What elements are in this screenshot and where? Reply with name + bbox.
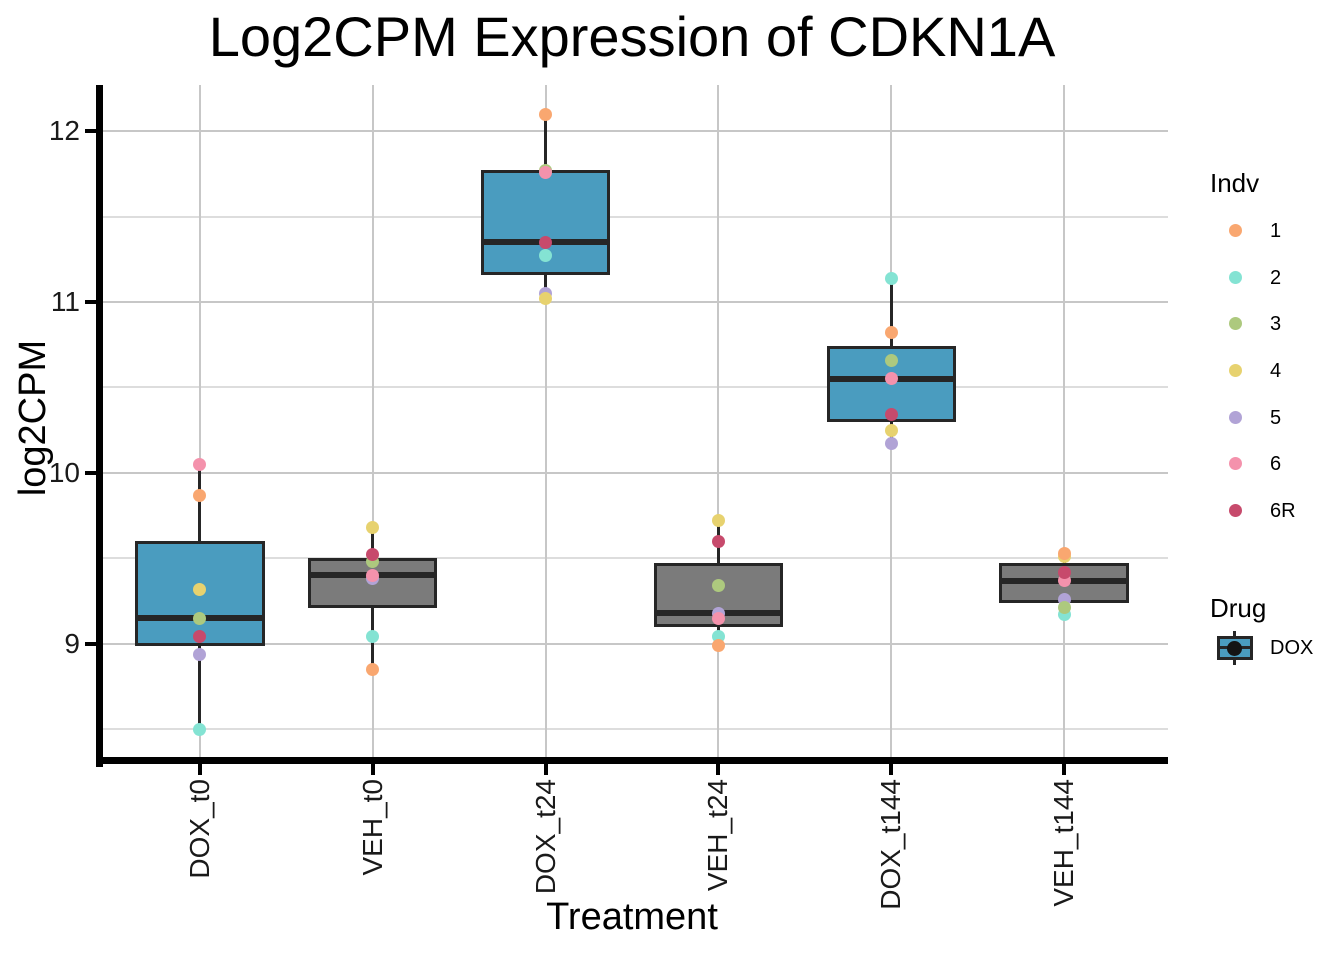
x-tick-mark (1062, 764, 1067, 775)
point-DOX_t144-indv-4 (884, 423, 898, 437)
legend-key-dot (1229, 364, 1242, 377)
gridline-minor (96, 215, 1168, 218)
point-VEH_t144-indv-3 (1057, 601, 1071, 615)
point-DOX_t0-indv-5 (193, 647, 207, 661)
point-VEH_t144-indv-1 (1057, 546, 1071, 560)
point-DOX_t24-indv-4 (539, 292, 553, 306)
legend-item-label: 6R (1270, 500, 1296, 523)
boxplot-key-icon (1216, 631, 1254, 665)
legend-item-label: 3 (1270, 313, 1282, 336)
legend-item-drug-DOX: DOX (1196, 631, 1344, 665)
point-DOX_t0-indv-1 (193, 488, 207, 502)
point-VEH_t24-indv-1 (711, 639, 725, 652)
point-DOX_t24-indv-6 (539, 165, 553, 179)
point-DOX_t24-indv-1 (539, 107, 553, 121)
point-VEH_t24-indv-3 (711, 579, 725, 593)
legend-item-indv-6: 6 (1196, 447, 1344, 481)
key-point-dot (1227, 641, 1242, 656)
legend-key-dot (1229, 317, 1242, 331)
point-VEH_t0-indv-4 (366, 521, 380, 535)
point-DOX_t0-indv-6 (193, 457, 207, 471)
y-tick-mark (85, 300, 96, 305)
legend-item-indv-5: 5 (1196, 401, 1344, 435)
x-tick-mark (889, 764, 894, 775)
point-DOX_t0-indv-4 (193, 582, 207, 596)
point-DOX_t144-indv-6R (884, 408, 898, 422)
point-DOX_t0-indv-6R (193, 630, 207, 644)
point-VEH_t24-indv-6 (711, 611, 725, 625)
gridline-vertical (1063, 85, 1066, 760)
point-VEH_t0-indv-6R (366, 548, 380, 562)
gridline-vertical (371, 85, 374, 760)
point-VEH_t24-indv-6R (711, 534, 725, 548)
point-DOX_t144-indv-6 (884, 372, 898, 386)
x-tick-mark (543, 764, 548, 775)
point-DOX_t144-indv-2 (884, 271, 898, 285)
legend-item-label: 1 (1270, 220, 1282, 242)
gridline-major (96, 301, 1168, 304)
x-tick-mark (370, 764, 375, 775)
gridline-vertical (198, 85, 201, 760)
point-DOX_t24-indv-6R (539, 235, 553, 249)
legend-key-dot (1229, 457, 1242, 471)
legend-key-dot (1229, 410, 1242, 424)
gridline-minor (96, 386, 1168, 389)
y-tick-label: 10 (48, 456, 80, 488)
point-DOX_t0-indv-3 (193, 611, 207, 625)
x-axis-title: Treatment (546, 896, 718, 938)
legend-title-indv: Indv (1210, 168, 1260, 198)
point-VEH_t0-indv-2 (366, 630, 380, 644)
point-DOX_t144-indv-3 (884, 353, 898, 367)
point-VEH_t144-indv-6R (1057, 565, 1071, 579)
legend-key-dot (1229, 504, 1242, 518)
legend: Indv Drug 1 2 3 4 5 6 6R DOX (1196, 168, 1344, 708)
gridline-major (96, 130, 1168, 133)
y-tick-mark (85, 470, 96, 475)
legend-item-indv-3: 3 (1196, 307, 1344, 341)
y-axis-line (96, 85, 103, 767)
legend-item-indv-2: 2 (1196, 261, 1344, 295)
y-tick-mark (85, 641, 96, 646)
legend-key-dot (1229, 270, 1242, 284)
gridline-minor (96, 557, 1168, 560)
point-DOX_t0-indv-2 (193, 722, 207, 736)
y-tick-label: 12 (48, 115, 80, 147)
point-DOX_t144-indv-1 (884, 326, 898, 340)
legend-item-label: 5 (1270, 406, 1282, 429)
chart-title: Log2CPM Expression of CDKN1A (208, 5, 1056, 68)
x-tick-mark (716, 764, 721, 775)
legend-item-label: 4 (1270, 360, 1282, 382)
x-axis-line (96, 757, 1168, 764)
gridline-vertical (717, 85, 720, 760)
point-VEH_t0-indv-1 (366, 662, 380, 676)
gridline-vertical (544, 85, 547, 760)
gridline-major (96, 471, 1168, 474)
gridline-major (96, 642, 1168, 645)
legend-item-indv-1: 1 (1196, 214, 1344, 248)
legend-item-indv-6R: 6R (1196, 494, 1344, 528)
legend-item-label: 2 (1270, 266, 1282, 289)
y-tick-label: 9 (64, 627, 80, 659)
point-DOX_t24-indv-2 (539, 249, 553, 263)
y-tick-label: 11 (50, 286, 80, 318)
legend-key-dot (1229, 224, 1242, 237)
legend-item-label: 6 (1270, 453, 1282, 476)
legend-title-drug: Drug (1210, 593, 1267, 623)
legend-item-label: DOX (1270, 637, 1314, 659)
point-VEH_t0-indv-6 (366, 568, 380, 582)
plot-panel (96, 85, 1168, 760)
legend-item-indv-4: 4 (1196, 354, 1344, 388)
x-tick-mark (197, 764, 202, 775)
y-axis-title: log2CPM (12, 339, 54, 497)
point-VEH_t24-indv-4 (711, 514, 725, 528)
point-DOX_t144-indv-5 (884, 437, 898, 451)
gridline-minor (96, 728, 1168, 731)
y-tick-mark (85, 129, 96, 134)
